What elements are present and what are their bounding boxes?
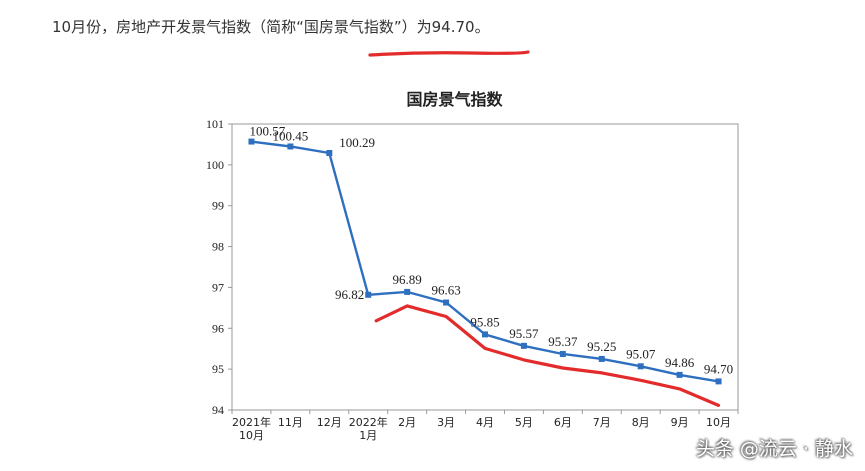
headline-underline-stroke [368, 50, 530, 57]
data-point-marker [715, 378, 722, 385]
data-point-marker [559, 351, 566, 358]
y-tick-label: 98 [212, 240, 224, 254]
x-tick-label-line: 9月 [671, 416, 689, 429]
data-point-marker [326, 150, 333, 157]
data-point-marker [365, 291, 372, 298]
y-tick-label: 100 [206, 158, 224, 172]
data-point-marker [520, 342, 527, 349]
data-point-marker [482, 331, 488, 338]
headline-red-underline [368, 50, 530, 57]
x-tick-label: 2022年 1月 [349, 415, 388, 442]
y-tick-label: 96 [212, 321, 224, 335]
data-label: 95.57 [509, 326, 539, 341]
x-tick-label: 9月 [671, 416, 689, 429]
data-point-marker [637, 363, 644, 370]
x-tick-label-line: 10月 [706, 416, 731, 429]
x-tick-label-line: 2021年 [232, 415, 271, 429]
y-tick-label: 94 [212, 403, 224, 417]
x-tick-label-line: 7月 [593, 416, 611, 429]
x-tick-label-line: 2月 [398, 416, 416, 429]
data-label: 94.86 [665, 355, 695, 370]
x-tick-label-line: 12月 [317, 416, 342, 429]
x-tick-label-line: 2022年 [349, 415, 388, 429]
x-tick-label: 8月 [632, 416, 650, 429]
data-label: 95.07 [626, 346, 656, 361]
data-label: 96.82 [335, 287, 364, 302]
y-tick-label: 99 [212, 199, 224, 213]
data-point-marker [676, 371, 683, 378]
data-label: 95.37 [548, 334, 578, 349]
watermark-text: 头条 @流云 · 静水 [695, 438, 853, 460]
x-tick-label-line: 10月 [239, 429, 264, 442]
y-tick-label: 97 [212, 280, 224, 294]
data-point-marker [248, 138, 255, 145]
x-tick-label: 2021年 10月 [232, 415, 271, 442]
x-tick-label-line: 11月 [278, 416, 303, 429]
x-tick-label: 4月 [476, 416, 494, 429]
x-tick-label: 7月 [593, 416, 611, 429]
x-tick-label: 12月 [317, 416, 342, 429]
data-label: 100.45 [273, 128, 309, 143]
y-tick-label: 101 [206, 117, 224, 131]
data-label: 96.89 [393, 272, 422, 287]
data-point-marker [443, 299, 450, 306]
hand-drawn-annotation [374, 304, 721, 407]
data-label: 95.25 [587, 339, 616, 354]
x-tick-label-line: 4月 [476, 416, 494, 429]
x-tick-label: 11月 [278, 416, 303, 429]
data-point-marker [404, 288, 411, 295]
red-trend-stroke [374, 304, 721, 407]
x-tick-label-line: 6月 [554, 416, 572, 429]
data-point-marker [287, 143, 294, 150]
series-layer [248, 138, 722, 385]
chart-title: 国房景气指数 [406, 90, 503, 109]
x-tick-label-line: 8月 [632, 416, 650, 429]
data-label: 100.57 [249, 124, 285, 139]
x-tick-label: 5月 [515, 416, 533, 429]
headline-text: 10月份，房地产开发景气指数（简称“国房景气指数”）为94.70。 [52, 18, 490, 36]
x-tick-label: 6月 [554, 416, 572, 429]
data-label: 100.29 [339, 135, 375, 150]
x-tick-label-line: 1月 [359, 429, 377, 442]
x-tick-label-line: 3月 [437, 416, 455, 429]
data-point-marker [598, 355, 605, 362]
x-tick-label-line: 5月 [515, 416, 533, 429]
data-label: 95.85 [470, 314, 499, 329]
x-tick-label: 10月 [706, 416, 731, 429]
data-label: 94.70 [704, 361, 733, 376]
plot-frame [231, 123, 739, 411]
y-tick-label: 95 [212, 362, 224, 376]
x-tick-label: 3月 [437, 416, 455, 429]
x-tick-label: 2月 [398, 416, 416, 429]
data-label: 96.63 [431, 283, 460, 298]
